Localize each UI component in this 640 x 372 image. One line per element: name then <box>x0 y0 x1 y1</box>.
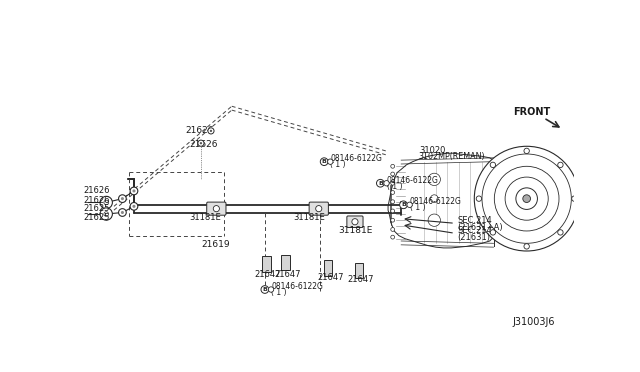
Text: 21625: 21625 <box>83 214 109 222</box>
Circle shape <box>100 208 113 220</box>
Circle shape <box>490 162 495 167</box>
Polygon shape <box>388 153 493 248</box>
Text: 31020: 31020 <box>419 145 445 155</box>
Circle shape <box>572 196 577 201</box>
Circle shape <box>407 202 412 208</box>
Text: 21647: 21647 <box>274 270 301 279</box>
Text: (21631+A): (21631+A) <box>458 222 503 232</box>
Circle shape <box>132 189 136 192</box>
Text: 08146-6122G: 08146-6122G <box>271 282 323 291</box>
Bar <box>282 255 290 270</box>
Text: ( 1 ): ( 1 ) <box>387 182 402 191</box>
Circle shape <box>130 187 138 195</box>
Text: 31181E: 31181E <box>338 227 372 235</box>
Circle shape <box>524 148 529 154</box>
Circle shape <box>384 180 389 186</box>
Circle shape <box>428 173 440 186</box>
Circle shape <box>328 159 333 164</box>
Circle shape <box>210 130 212 132</box>
Circle shape <box>428 214 440 226</box>
Text: FRONT: FRONT <box>513 108 550 118</box>
Circle shape <box>118 195 126 202</box>
Circle shape <box>132 205 136 208</box>
Text: 21626: 21626 <box>186 126 214 135</box>
Text: 21626: 21626 <box>83 196 109 205</box>
Text: 08146-6122G: 08146-6122G <box>330 154 382 163</box>
Text: B: B <box>322 159 326 164</box>
Circle shape <box>261 286 269 294</box>
Circle shape <box>352 219 358 225</box>
Text: 21647: 21647 <box>348 275 374 284</box>
Circle shape <box>100 196 113 209</box>
Circle shape <box>391 181 395 185</box>
FancyBboxPatch shape <box>309 202 328 215</box>
Circle shape <box>391 209 395 213</box>
Text: 21625: 21625 <box>83 204 109 213</box>
Circle shape <box>121 211 124 214</box>
Circle shape <box>213 206 220 212</box>
Text: 31181E: 31181E <box>293 214 325 222</box>
Text: 08146-6122G: 08146-6122G <box>410 197 461 206</box>
Text: 08146-6122G: 08146-6122G <box>387 176 438 185</box>
Circle shape <box>474 146 579 251</box>
Text: 3102MP(REMAN): 3102MP(REMAN) <box>419 152 486 161</box>
Text: ( 1 ): ( 1 ) <box>330 160 346 169</box>
FancyBboxPatch shape <box>207 202 226 215</box>
Circle shape <box>320 158 328 166</box>
Circle shape <box>399 201 407 209</box>
Circle shape <box>200 142 202 144</box>
Circle shape <box>391 172 395 176</box>
Text: ( 1 ): ( 1 ) <box>410 203 425 212</box>
FancyBboxPatch shape <box>347 216 363 228</box>
Circle shape <box>198 140 204 146</box>
Circle shape <box>557 230 563 235</box>
Bar <box>355 263 363 278</box>
Bar <box>324 260 332 276</box>
Text: J31003J6: J31003J6 <box>513 317 556 327</box>
Circle shape <box>431 195 438 202</box>
Circle shape <box>476 196 482 201</box>
Circle shape <box>505 177 548 220</box>
Circle shape <box>121 197 124 200</box>
Text: 21626: 21626 <box>83 186 109 195</box>
Circle shape <box>557 162 563 167</box>
Text: SEC.214: SEC.214 <box>458 216 492 225</box>
Circle shape <box>130 202 138 210</box>
Circle shape <box>316 206 322 212</box>
Circle shape <box>376 179 384 187</box>
Circle shape <box>516 188 538 209</box>
Circle shape <box>268 287 274 292</box>
Text: 21647: 21647 <box>255 270 282 279</box>
Circle shape <box>494 166 559 231</box>
Circle shape <box>391 228 395 231</box>
Text: (21631): (21631) <box>458 232 490 242</box>
Circle shape <box>391 190 395 195</box>
Circle shape <box>208 128 214 134</box>
Text: 21647: 21647 <box>317 273 344 282</box>
Text: B: B <box>401 202 406 207</box>
Circle shape <box>490 230 495 235</box>
Circle shape <box>118 209 126 217</box>
Text: 21626: 21626 <box>189 140 218 149</box>
Text: B: B <box>378 181 383 186</box>
Circle shape <box>391 218 395 222</box>
Circle shape <box>523 195 531 202</box>
Circle shape <box>104 212 109 217</box>
Circle shape <box>104 200 109 205</box>
Text: SEC.214: SEC.214 <box>458 226 492 235</box>
Circle shape <box>524 244 529 249</box>
Bar <box>262 256 271 272</box>
Circle shape <box>391 164 395 168</box>
Text: ( 1 ): ( 1 ) <box>271 288 287 297</box>
Text: 21619: 21619 <box>201 240 230 249</box>
Text: 31181E: 31181E <box>189 214 221 222</box>
Circle shape <box>391 200 395 203</box>
Circle shape <box>391 235 395 239</box>
Circle shape <box>482 154 572 243</box>
Text: B: B <box>262 287 268 292</box>
